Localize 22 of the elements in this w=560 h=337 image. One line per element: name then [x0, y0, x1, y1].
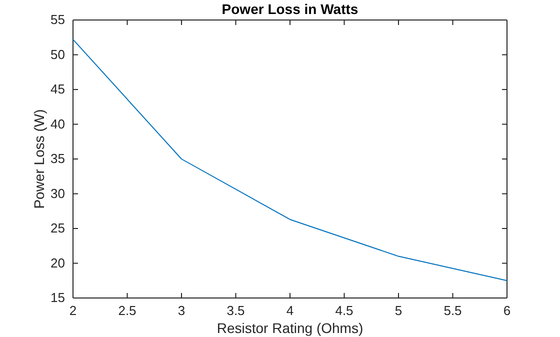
y-tick-label: 20	[50, 255, 65, 270]
x-tick-label: 5.5	[444, 303, 462, 318]
x-tick-label: 3.5	[226, 303, 245, 318]
y-tick-label: 25	[50, 220, 65, 236]
x-axis-title: Resistor Rating (Ohms)	[216, 320, 364, 336]
x-tick-label: 5	[394, 303, 402, 318]
x-tick-label: 2	[69, 303, 77, 318]
chart-title: Power Loss in Watts	[222, 1, 358, 17]
x-tick-label: 6	[503, 303, 511, 318]
x-tick-label: 4.5	[335, 303, 354, 318]
y-tick-label: 30	[50, 186, 65, 201]
y-tick-label: 55	[50, 12, 65, 28]
y-tick-label: 45	[50, 82, 65, 97]
y-tick-label: 40	[50, 116, 65, 132]
y-tick-label: 15	[50, 290, 65, 306]
line-series	[72, 38, 508, 282]
x-tick-label: 2.5	[118, 303, 136, 318]
y-tick-label: 35	[50, 151, 65, 166]
x-tick-label: 4	[286, 303, 294, 318]
y-tick-label: 50	[50, 46, 65, 62]
y-axis-title: Power Loss (W)	[31, 109, 47, 209]
x-tick-label: 3	[178, 303, 186, 318]
